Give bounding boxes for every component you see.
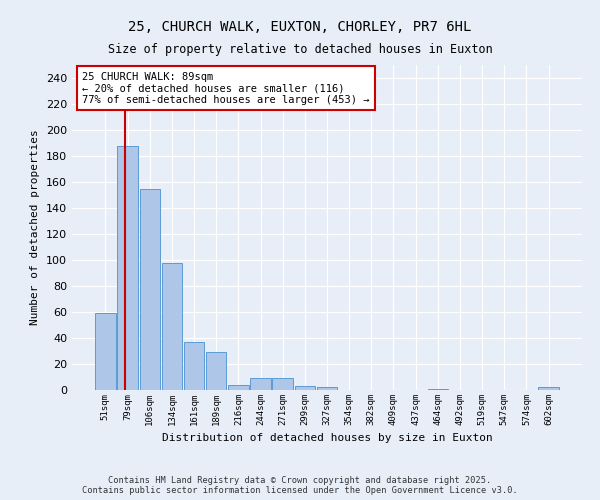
Bar xyxy=(538,388,559,390)
X-axis label: Distribution of detached houses by size in Euxton: Distribution of detached houses by size … xyxy=(161,434,493,444)
Text: Size of property relative to detached houses in Euxton: Size of property relative to detached ho… xyxy=(107,42,493,56)
Bar xyxy=(140,188,160,390)
Bar xyxy=(428,388,448,390)
Bar xyxy=(272,378,293,390)
Bar xyxy=(317,388,337,390)
Bar xyxy=(250,378,271,390)
Text: 25 CHURCH WALK: 89sqm
← 20% of detached houses are smaller (116)
77% of semi-det: 25 CHURCH WALK: 89sqm ← 20% of detached … xyxy=(82,72,370,104)
Bar xyxy=(295,386,315,390)
Text: Contains HM Land Registry data © Crown copyright and database right 2025.
Contai: Contains HM Land Registry data © Crown c… xyxy=(82,476,518,495)
Bar xyxy=(161,262,182,390)
Bar xyxy=(118,146,138,390)
Bar xyxy=(228,385,248,390)
Bar xyxy=(95,314,116,390)
Y-axis label: Number of detached properties: Number of detached properties xyxy=(31,130,40,326)
Text: 25, CHURCH WALK, EUXTON, CHORLEY, PR7 6HL: 25, CHURCH WALK, EUXTON, CHORLEY, PR7 6H… xyxy=(128,20,472,34)
Bar xyxy=(184,342,204,390)
Bar xyxy=(206,352,226,390)
